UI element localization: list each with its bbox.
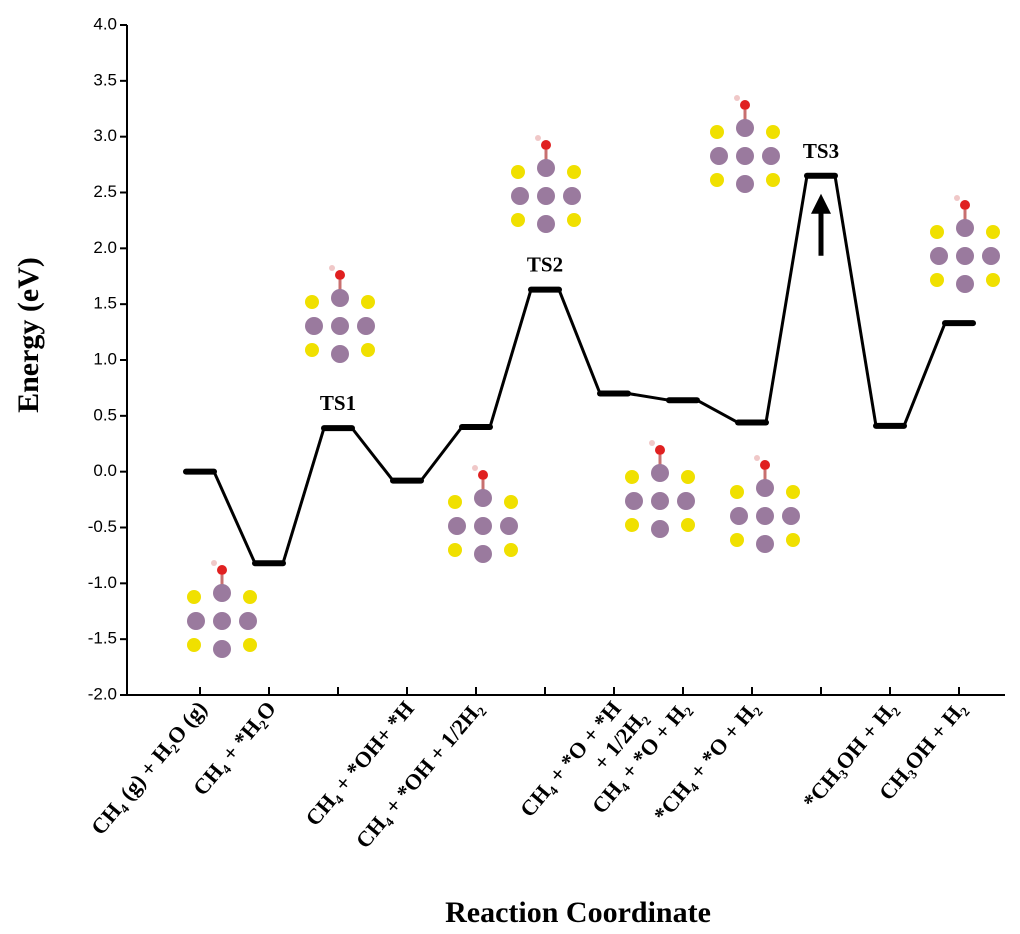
- connector: [557, 289, 602, 395]
- connector: [419, 426, 464, 482]
- x-tick-label: CH₄ (g) + H₂O (g): [86, 696, 212, 839]
- y-tick-label: 3.0: [93, 126, 117, 145]
- ts-label: TS2: [527, 253, 563, 277]
- connector: [902, 322, 947, 427]
- y-tick-label: 3.5: [93, 70, 117, 89]
- y-tick-label: -0.5: [88, 517, 117, 536]
- connector: [627, 392, 670, 402]
- y-axis-label: Energy (eV): [12, 257, 45, 413]
- y-tick-label: 2.5: [93, 182, 117, 201]
- connector: [350, 427, 395, 482]
- y-tick-label: 4.0: [93, 14, 117, 33]
- connector: [212, 471, 257, 564]
- y-tick-label: -1.5: [88, 629, 117, 648]
- x-tick-label: CH₄ + *OH + 1/2H₂: [351, 696, 488, 853]
- y-tick-label: -1.0: [88, 573, 117, 592]
- connector: [833, 175, 878, 427]
- y-tick-label: 1.5: [93, 294, 117, 313]
- y-tick-label: 1.0: [93, 349, 117, 368]
- y-tick-label: -2.0: [88, 684, 117, 703]
- x-axis-label: Reaction Coordinate: [445, 896, 711, 929]
- y-tick-label: 0.0: [93, 461, 117, 480]
- arrow-head: [811, 193, 831, 214]
- ts-label: TS3: [803, 139, 839, 163]
- connector: [764, 175, 809, 423]
- connector: [488, 289, 533, 428]
- connector: [281, 427, 326, 564]
- y-tick-label: 0.5: [93, 405, 117, 424]
- connector: [696, 398, 739, 424]
- y-tick-label: 2.0: [93, 238, 117, 257]
- ts-label: TS1: [320, 391, 356, 415]
